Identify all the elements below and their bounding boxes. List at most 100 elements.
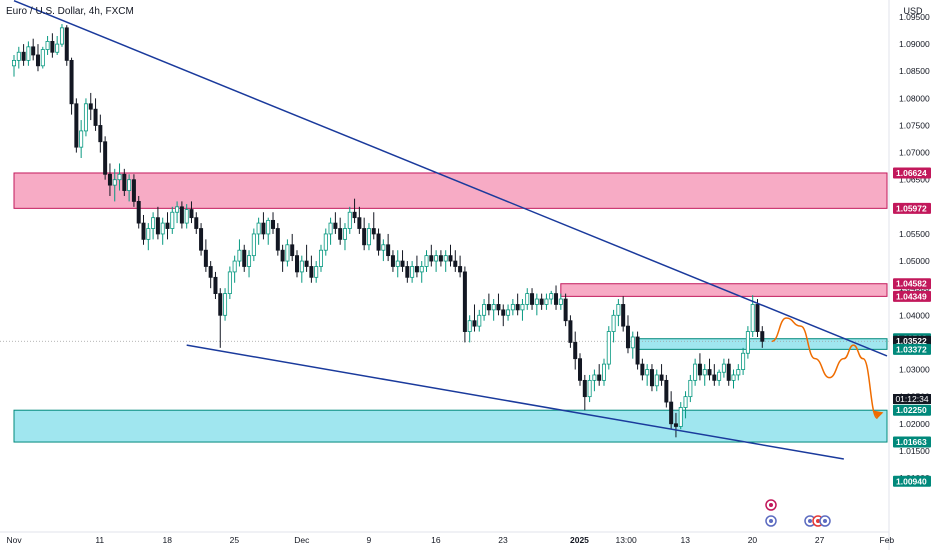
- price-axis[interactable]: 1.09500 1.09000 1.08500 1.08000 1.07500 1.070…: [888, 0, 930, 550]
- price-label-text: 1.00940: [896, 476, 927, 486]
- candle-body: [405, 266, 410, 278]
- time-tick-label: 13: [681, 535, 691, 545]
- candle-body: [649, 369, 654, 387]
- candle-body: [11, 59, 16, 67]
- candle-body: [376, 233, 381, 251]
- candle-body: [318, 249, 323, 267]
- candle-body: [496, 304, 501, 311]
- candle-body: [189, 209, 194, 219]
- candle-body: [568, 320, 573, 343]
- trendline[interactable]: [186, 344, 844, 460]
- candle-body: [285, 244, 290, 262]
- time-tick-label: 16: [431, 535, 441, 545]
- candle-body: [127, 179, 132, 191]
- candle-body: [515, 304, 520, 311]
- candle-body: [597, 374, 602, 381]
- candle-body: [299, 260, 304, 273]
- candle-body: [74, 103, 79, 148]
- time-axis[interactable]: Nov 11 18 25 Dec 9 16 23 2025 13:00 13 20 27 Feb: [0, 531, 895, 545]
- candle-body: [146, 228, 151, 240]
- candle-body: [112, 179, 117, 186]
- trendline[interactable]: [13, 0, 888, 357]
- candle-body: [117, 173, 122, 181]
- event-markers[interactable]: [765, 499, 831, 527]
- time-tick-label: 13:00: [615, 535, 637, 545]
- candle-body: [582, 379, 587, 398]
- candle-body: [122, 173, 127, 191]
- candle-body: [342, 228, 347, 240]
- time-tick-label: Dec: [294, 535, 310, 545]
- candle-body: [184, 209, 189, 224]
- price-label-box: [893, 404, 931, 416]
- candle-body: [621, 304, 626, 327]
- candle-body: [381, 244, 386, 251]
- event-icon-dot: [769, 519, 773, 523]
- price-tick-label: 1.05000: [899, 256, 930, 266]
- candle-body: [721, 363, 726, 373]
- candle-body: [741, 352, 746, 370]
- candle-body: [386, 244, 391, 257]
- candle-body: [731, 374, 736, 381]
- candle-body: [549, 293, 554, 300]
- candle-body: [726, 363, 731, 381]
- candle-body: [419, 266, 424, 273]
- candle-body: [31, 46, 36, 56]
- price-label-text: 1.02250: [896, 405, 927, 415]
- candle-body: [510, 304, 515, 311]
- candle-body: [755, 304, 760, 332]
- candle-body: [558, 298, 563, 305]
- candle-body: [151, 217, 156, 229]
- price-tick-label: 1.07000: [899, 148, 930, 158]
- candle-body: [103, 141, 108, 175]
- candle-body: [601, 363, 606, 381]
- time-tick-label: 23: [498, 535, 508, 545]
- candle-body: [131, 179, 136, 202]
- candle-body: [693, 363, 698, 381]
- candle-body: [136, 200, 141, 224]
- candle-body: [338, 228, 343, 240]
- candle-body: [323, 233, 328, 251]
- candle-body: [64, 27, 69, 61]
- price-tick-label: 1.04000: [899, 310, 930, 320]
- candle-body: [266, 219, 271, 235]
- candle-body: [208, 266, 213, 278]
- candle-body: [697, 363, 702, 376]
- candle-body: [213, 276, 218, 294]
- candle-body: [290, 244, 295, 257]
- candle-body: [443, 255, 448, 262]
- price-tick-label: 1.09000: [899, 39, 930, 49]
- time-tick-label: Feb: [880, 535, 895, 545]
- candle-body: [678, 407, 683, 427]
- price-labels-layer: 1.066241.059721.045821.043491.035681.035…: [893, 167, 931, 487]
- candle-body: [539, 298, 544, 305]
- currency-label[interactable]: USD: [903, 6, 923, 16]
- bar-countdown: 01:12:34: [893, 394, 931, 404]
- time-tick-label: 20: [748, 535, 758, 545]
- event-icon-dot: [823, 519, 827, 523]
- candle-body: [587, 379, 592, 398]
- candle-body: [203, 249, 208, 267]
- candle-body: [472, 320, 477, 327]
- candle-body: [554, 293, 559, 305]
- event-icon-dot: [816, 519, 820, 523]
- candle-body: [83, 103, 88, 132]
- candle-body: [309, 266, 314, 278]
- candle-body: [429, 255, 434, 262]
- candle-body: [736, 369, 741, 376]
- candle-body: [424, 255, 429, 267]
- projection-path[interactable]: [771, 317, 879, 420]
- candle-body: [760, 331, 765, 342]
- candle-body: [482, 304, 487, 316]
- candle-body: [611, 314, 616, 332]
- candle-body: [578, 358, 583, 381]
- candle-body: [45, 41, 50, 50]
- time-tick-label: 11: [95, 535, 104, 545]
- candle-body: [462, 271, 467, 332]
- candle-body: [175, 206, 180, 213]
- candle-body: [55, 43, 60, 53]
- price-label-box: [893, 290, 931, 302]
- candle-body: [707, 369, 712, 376]
- candle-body: [702, 369, 707, 376]
